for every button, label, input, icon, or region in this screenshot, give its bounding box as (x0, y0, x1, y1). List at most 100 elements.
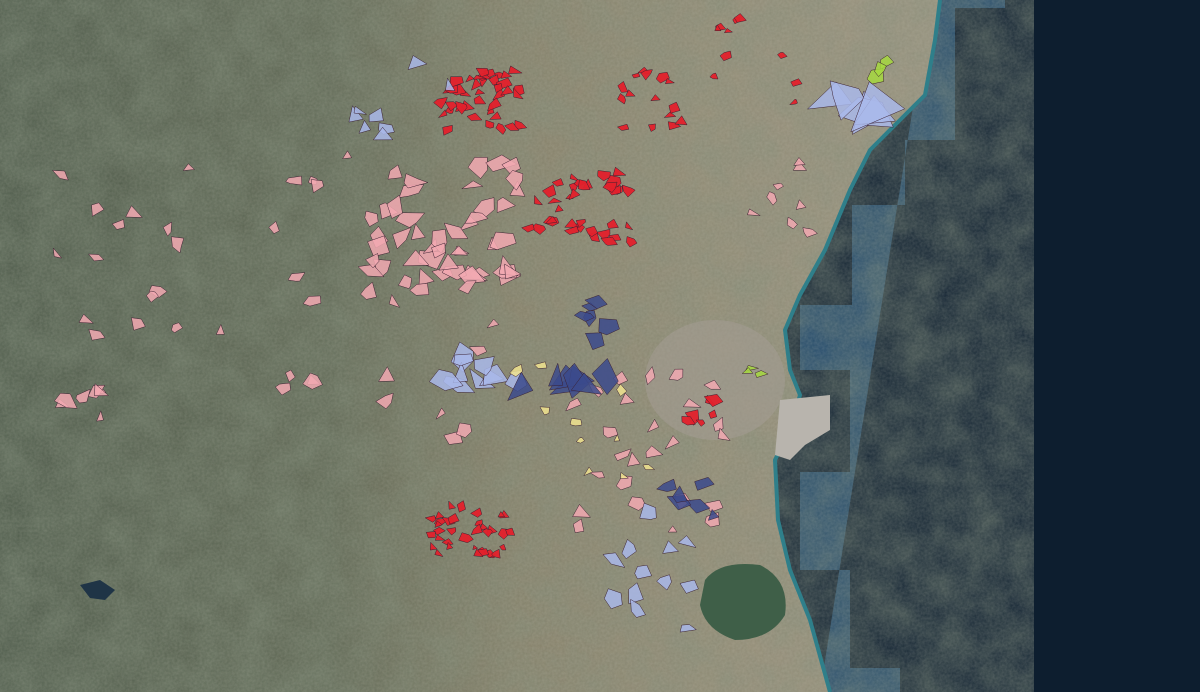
parcel-red[interactable] (448, 500, 457, 510)
parcel-pink[interactable] (342, 150, 353, 159)
parcel-pink[interactable] (111, 219, 125, 230)
parcel-pink[interactable] (287, 272, 306, 282)
parcel-pink[interactable] (375, 392, 394, 410)
parcel-light-blue[interactable] (358, 119, 372, 134)
parcel-navy[interactable] (585, 332, 605, 351)
parcel-pink[interactable] (435, 407, 446, 420)
parcel-yellow[interactable] (539, 406, 550, 416)
parcel-red[interactable] (612, 166, 627, 177)
parcel-navy[interactable] (591, 357, 619, 396)
parcel-red[interactable] (466, 112, 483, 121)
parcel-light-blue[interactable] (634, 564, 653, 580)
parcel-pink[interactable] (410, 223, 426, 241)
parcel-lime[interactable] (754, 370, 769, 378)
parcel-red[interactable] (455, 101, 468, 115)
parcel-red[interactable] (617, 93, 626, 105)
parcel-light-blue[interactable] (445, 77, 456, 91)
parcel-red[interactable] (625, 89, 636, 97)
parcel-red[interactable] (714, 24, 722, 32)
parcel-light-blue[interactable] (656, 574, 672, 591)
parcel-light-blue[interactable] (602, 552, 626, 568)
parcel-red[interactable] (425, 531, 436, 539)
parcel-red[interactable] (444, 101, 458, 112)
parcel-navy[interactable] (570, 372, 603, 395)
parcel-pink[interactable] (285, 175, 303, 186)
parcel-yellow[interactable] (569, 418, 583, 427)
parcel-pink[interactable] (489, 231, 517, 250)
parcel-red[interactable] (430, 541, 438, 551)
parcel-pink[interactable] (54, 392, 78, 409)
parcel-pink[interactable] (302, 372, 323, 390)
parcel-red[interactable] (563, 225, 580, 235)
parcel-red[interactable] (470, 523, 483, 536)
parcel-pink[interactable] (747, 208, 761, 216)
parcel-red[interactable] (789, 99, 798, 106)
parcel-light-blue[interactable] (428, 369, 464, 391)
parcel-pink[interactable] (91, 202, 105, 217)
parcel-pink[interactable] (795, 199, 807, 210)
parcel-pink[interactable] (395, 212, 426, 228)
parcel-pink[interactable] (378, 366, 395, 382)
parcel-pink[interactable] (285, 369, 296, 383)
parcel-red[interactable] (470, 77, 482, 91)
parcel-light-blue[interactable] (407, 55, 428, 70)
parcel-red[interactable] (551, 178, 564, 187)
parcel-red[interactable] (508, 65, 523, 74)
parcel-pink[interactable] (613, 448, 632, 462)
parcel-red[interactable] (503, 122, 520, 131)
parcel-red[interactable] (424, 515, 437, 523)
parcel-navy[interactable] (584, 294, 608, 310)
parcel-pink[interactable] (792, 160, 808, 171)
parcel-red[interactable] (709, 72, 719, 80)
parcel-pink[interactable] (52, 247, 63, 259)
parcel-navy[interactable] (707, 508, 720, 521)
parcel-red[interactable] (514, 119, 528, 130)
parcel-pink[interactable] (388, 293, 401, 308)
parcel-red[interactable] (473, 548, 484, 558)
parcel-light-blue[interactable] (639, 502, 657, 520)
parcel-red[interactable] (554, 204, 564, 213)
parcel-pink[interactable] (505, 170, 524, 191)
parcel-red[interactable] (708, 409, 718, 419)
parcel-pink[interactable] (398, 184, 425, 198)
parcel-navy[interactable] (672, 485, 688, 503)
parcel-red[interactable] (474, 88, 486, 96)
parcel-red[interactable] (695, 419, 706, 427)
parcel-pink[interactable] (619, 392, 635, 405)
parcel-pink[interactable] (682, 398, 702, 408)
parcel-pink[interactable] (310, 179, 324, 194)
parcel-pink[interactable] (627, 496, 646, 511)
parcel-red[interactable] (481, 528, 493, 538)
parcel-navy[interactable] (548, 362, 564, 387)
parcel-pink[interactable] (215, 323, 225, 335)
parcel-light-blue[interactable] (679, 579, 699, 594)
parcel-light-blue[interactable] (630, 598, 646, 618)
parcel-red[interactable] (437, 109, 448, 119)
parcel-red[interactable] (434, 520, 443, 528)
parcel-pink[interactable] (461, 180, 484, 190)
parcel-pink[interactable] (667, 525, 678, 533)
parcel-light-blue[interactable] (372, 126, 394, 141)
parcel-red[interactable] (564, 218, 579, 228)
parcel-red[interactable] (475, 67, 490, 78)
parcel-pink[interactable] (171, 322, 183, 334)
parcel-red[interactable] (492, 86, 506, 101)
parcel-pink[interactable] (443, 222, 469, 239)
parcel-pink[interactable] (802, 227, 818, 238)
parcel-red[interactable] (497, 511, 506, 518)
parcel-red[interactable] (684, 409, 700, 426)
parcel-navy[interactable] (507, 371, 534, 402)
parcel-red[interactable] (499, 543, 507, 551)
parcel-red[interactable] (472, 544, 479, 550)
parcel-red[interactable] (668, 101, 681, 114)
parcel-pink[interactable] (171, 236, 185, 254)
parcel-pink[interactable] (398, 274, 412, 289)
parcel-navy[interactable] (563, 362, 590, 399)
parcel-yellow[interactable] (533, 361, 548, 369)
parcel-red[interactable] (446, 541, 454, 550)
parcel-light-blue[interactable] (679, 624, 698, 633)
parcel-red[interactable] (534, 194, 544, 206)
parcel-red[interactable] (568, 188, 581, 201)
parcel-red[interactable] (473, 95, 487, 105)
